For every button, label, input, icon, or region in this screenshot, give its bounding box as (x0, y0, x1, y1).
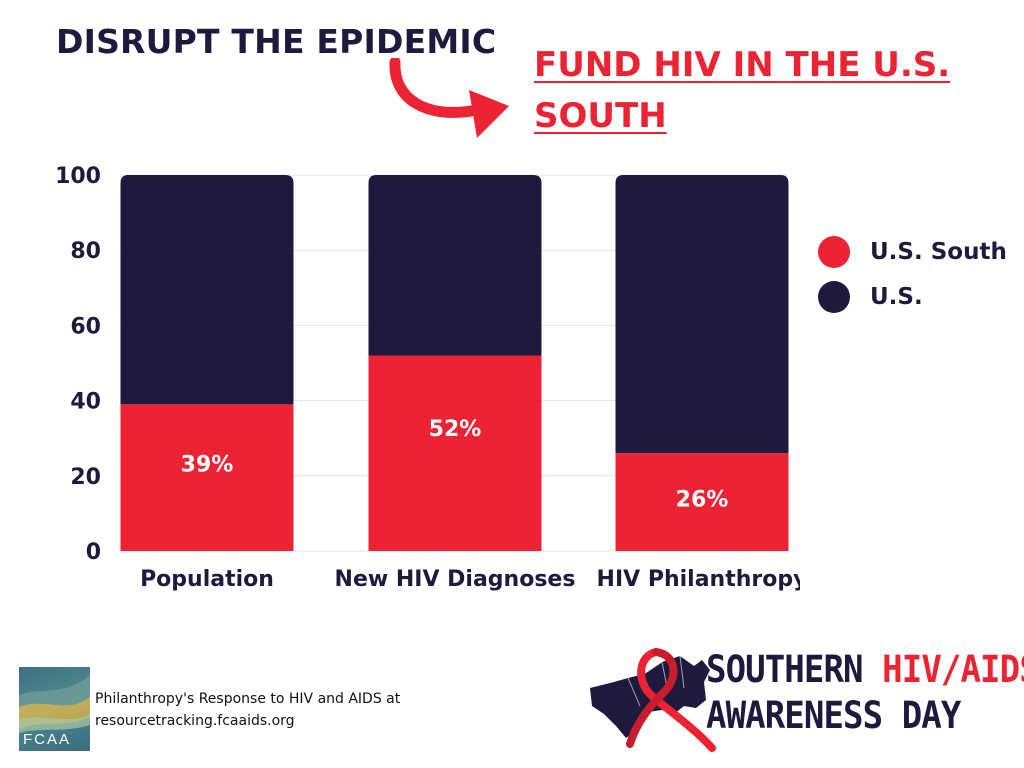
legend-item-us-south: U.S. South (818, 236, 1007, 268)
legend-label-us-south: U.S. South (870, 239, 1007, 265)
legend-swatch-us (818, 281, 850, 313)
bar-segment-us (615, 175, 789, 454)
x-tick-label: New HIV Diagnoses (335, 567, 576, 592)
x-tick-label: Population (140, 567, 274, 592)
stacked-bar-chart: 0 20 40 60 80 100 39% 52% 26% Population New HIV… (55, 164, 800, 592)
logo-word-hiv-aids: HIV/AIDS (882, 648, 1024, 691)
y-tick-label: 80 (70, 239, 101, 264)
data-label: 26% (676, 488, 729, 513)
x-tick-label: HIV Philanthropy (597, 567, 800, 592)
legend-label-us: U.S. (870, 284, 923, 310)
logo-line-2: AWARENESS DAY (706, 694, 961, 737)
bar-segment-us-south (120, 404, 294, 551)
bars (120, 175, 789, 551)
subhead: FUND HIV IN THE U.S. SOUTH (534, 45, 951, 136)
bar-segment-us-south (615, 453, 789, 551)
logo-word-southern: SOUTHERN (706, 648, 864, 691)
bar-segment-us-south (368, 355, 542, 551)
legend-item-us: U.S. (818, 281, 1007, 313)
x-axis-ticks: Population New HIV Diagnoses HIV Philanthr… (140, 567, 800, 592)
fcaa-logo-text: FCAA (23, 731, 72, 748)
bar-segment-us (368, 175, 542, 356)
source-line-2: resourcetracking.fcaaids.org (95, 713, 295, 729)
logo-line-1: SOUTHERN HIV/AIDS (706, 648, 1024, 691)
data-label: 52% (429, 417, 482, 442)
southern-hiv-aids-awareness-day-logo: SOUTHERN HIV/AIDS AWARENESS DAY (584, 648, 1024, 756)
y-tick-label: 100 (55, 164, 101, 189)
legend-swatch-us-south (818, 236, 850, 268)
fcaa-logo: FCAA (19, 667, 90, 751)
y-tick-label: 40 (70, 390, 101, 415)
y-axis-ticks: 0 20 40 60 80 100 (55, 164, 101, 565)
data-labels: 39% 52% 26% (181, 417, 729, 512)
source-note: Philanthropy's Response to HIV and AIDS … (95, 688, 400, 732)
y-tick-label: 0 (86, 540, 101, 565)
source-line-1: Philanthropy's Response to HIV and AIDS … (95, 691, 401, 707)
fcaa-logo-graphic (19, 675, 90, 733)
bar-segment-us (120, 175, 294, 405)
curved-arrow-icon (389, 58, 509, 138)
data-label: 39% (181, 452, 234, 477)
headline: DISRUPT THE EPIDEMIC (56, 22, 497, 61)
us-south-map-ribbon-icon (590, 648, 716, 752)
y-tick-label: 20 (70, 465, 101, 490)
legend: U.S. South U.S. (818, 236, 1007, 326)
y-tick-label: 60 (70, 314, 101, 339)
